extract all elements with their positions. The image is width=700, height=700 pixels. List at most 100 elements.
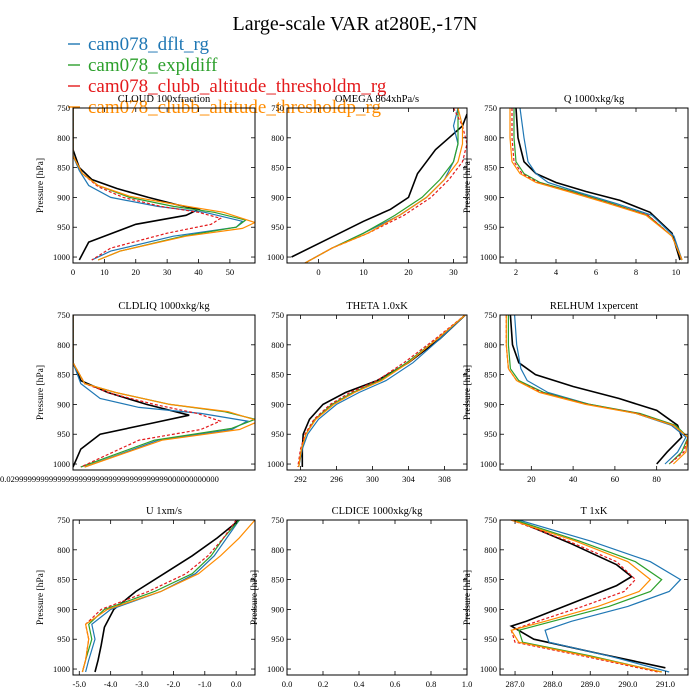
x-tick-label: 291.0 <box>656 679 675 689</box>
x-tick-label: 2 <box>514 267 518 277</box>
y-tick-label: 1000 <box>480 252 497 262</box>
panel: OMEGA 864xhPa/s 750 800 850 900 950 1000 0 10 20 3… <box>267 94 468 277</box>
panel-title: RELHUM 1xpercent <box>550 301 638 312</box>
y-tick-label: 750 <box>271 310 284 320</box>
y-tick-label: 1000 <box>480 664 497 674</box>
y-tick-label: 800 <box>484 545 497 555</box>
y-tick-label: 750 <box>271 103 284 113</box>
y-tick-label: 1000 <box>53 252 70 262</box>
y-tick-label: 1000 <box>53 664 70 674</box>
series-line <box>510 520 659 673</box>
plot-frame <box>499 519 689 676</box>
panel-title: CLDICE 1000xkg/kg <box>332 506 423 517</box>
plot-frame <box>286 107 468 264</box>
legend: cam078_dflt_rgcam078_expldiffcam078_club… <box>68 34 387 118</box>
y-tick-label: 950 <box>271 429 284 439</box>
y-tick-label: 800 <box>57 133 70 143</box>
x-tick-label: -1.0 <box>198 679 211 689</box>
legend-entry: cam078_dflt_rg <box>88 34 210 55</box>
x-tick-label: 30 <box>449 267 458 277</box>
panel: Q 1000xkg/kg 750 800 850 900 950 1000 2 4 6 8 10 Pre… <box>463 94 689 277</box>
x-tick-label: 0 <box>71 267 75 277</box>
x-tick-label: 292 <box>294 474 307 484</box>
y-tick-label: 800 <box>271 133 284 143</box>
series-line <box>73 108 247 261</box>
x-tick-label: 304 <box>402 474 416 484</box>
series-line <box>73 315 222 468</box>
y-tick-label: 850 <box>484 370 497 380</box>
x-tick-label: 40 <box>194 267 203 277</box>
x-tick-label: 290.0 <box>618 679 637 689</box>
legend-entry: cam078_clubb_altitude_thresholdm_rg <box>88 76 387 97</box>
x-tick-label: 30 <box>163 267 172 277</box>
series-line <box>298 315 466 468</box>
y-tick-label: 800 <box>484 340 497 350</box>
series-line <box>505 315 688 465</box>
y-tick-label: 950 <box>484 222 497 232</box>
series-line <box>291 113 467 258</box>
series-line <box>507 315 688 465</box>
y-tick-label: 850 <box>271 575 284 585</box>
series-line <box>73 315 255 468</box>
y-tick-label: 850 <box>57 370 70 380</box>
y-tick-label: 1000 <box>480 459 497 469</box>
y-tick-label: 800 <box>57 545 70 555</box>
figure-title: Large-scale VAR at280E,-17N <box>233 13 478 35</box>
x-tick-label: 20 <box>404 267 413 277</box>
series-line <box>301 315 466 467</box>
y-tick-label: 800 <box>271 340 284 350</box>
series-line <box>511 108 683 261</box>
y-tick-label: 950 <box>271 222 284 232</box>
panel-title: T 1xK <box>581 506 608 517</box>
series-line <box>297 315 466 468</box>
y-tick-label: 900 <box>57 192 70 202</box>
y-tick-label: 900 <box>57 604 70 614</box>
x-tick-label: 0.02999999999999999999999999999999999999… <box>0 474 219 484</box>
panel-title: THETA 1.0xK <box>346 301 408 312</box>
y-tick-label: 750 <box>484 103 497 113</box>
y-tick-label: 750 <box>57 103 70 113</box>
y-tick-label: 800 <box>271 545 284 555</box>
panel-title: OMEGA 864xhPa/s <box>335 94 419 105</box>
x-tick-label: 20 <box>132 267 141 277</box>
series-line <box>304 108 459 263</box>
series-line <box>509 315 683 465</box>
x-tick-label: -5.0 <box>73 679 86 689</box>
series-line <box>519 108 683 261</box>
y-tick-label: 950 <box>271 634 284 644</box>
series-line <box>514 315 687 465</box>
series-line <box>514 520 663 673</box>
y-tick-label: 850 <box>484 575 497 585</box>
series-line <box>518 520 682 673</box>
y-tick-label: 850 <box>57 575 70 585</box>
y-tick-label: 950 <box>484 634 497 644</box>
series-line <box>298 315 466 468</box>
y-axis-label: Pressure [hPa] <box>250 570 260 625</box>
x-tick-label: -4.0 <box>104 679 117 689</box>
y-tick-label: 800 <box>484 133 497 143</box>
series-line <box>304 108 467 263</box>
series-line <box>73 108 222 261</box>
plot-frame <box>499 107 689 264</box>
x-tick-label: 60 <box>611 474 620 484</box>
y-tick-label: 950 <box>57 222 70 232</box>
series-line <box>510 520 662 673</box>
panel: CLDLIQ 1000xkg/kg 750 800 850 900 950 1000 0.02… <box>0 301 256 484</box>
y-tick-label: 950 <box>57 634 70 644</box>
x-tick-label: 10 <box>100 267 109 277</box>
plot-frame <box>286 519 468 676</box>
series-line <box>81 520 240 673</box>
y-tick-label: 750 <box>57 310 70 320</box>
y-tick-label: 850 <box>57 163 70 173</box>
x-tick-label: 288.0 <box>543 679 562 689</box>
x-tick-label: 0.4 <box>354 679 365 689</box>
x-tick-label: 80 <box>652 474 661 484</box>
x-tick-label: 1.0 <box>462 679 473 689</box>
y-axis-label: Pressure [hPa] <box>463 365 473 420</box>
y-tick-label: 850 <box>271 370 284 380</box>
series-line <box>81 520 237 673</box>
x-tick-label: 6 <box>594 267 598 277</box>
y-axis-label: Pressure [hPa] <box>463 570 473 625</box>
y-tick-label: 750 <box>271 515 284 525</box>
